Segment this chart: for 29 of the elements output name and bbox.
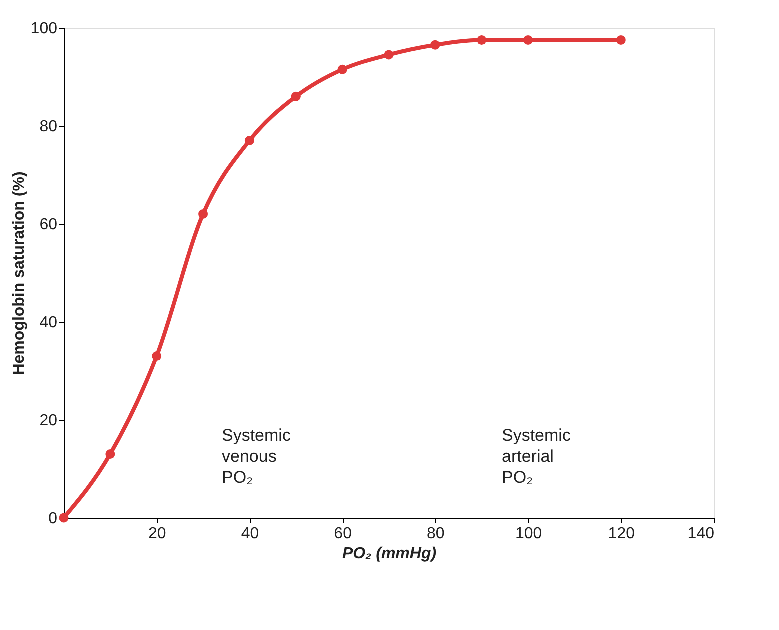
point	[477, 36, 487, 45]
y-tick-label: 60	[40, 216, 58, 234]
point	[524, 36, 534, 45]
x-tick-label: 40	[241, 526, 260, 542]
annotation: Systemic venous PO₂	[222, 426, 292, 487]
annotation: Systemic arterial PO₂	[502, 426, 572, 487]
y-tick-label: 0	[48, 510, 58, 528]
x-tick-label: 60	[334, 526, 352, 542]
y-tick-label: 20	[40, 412, 58, 430]
point	[152, 352, 162, 362]
point	[106, 450, 116, 460]
point	[430, 40, 440, 50]
point	[616, 36, 626, 45]
x-tick-label: 120	[608, 526, 636, 542]
y-axis-title: Hemoglobin saturation (%)	[10, 172, 28, 376]
x-axis-title: PO₂ (mmHg)	[342, 546, 437, 562]
point	[198, 209, 208, 219]
x-tick-label: 100	[515, 526, 542, 542]
y-tick-label: 100	[30, 20, 58, 38]
point	[59, 513, 69, 523]
y-tick-label: 80	[40, 118, 58, 136]
point	[338, 64, 348, 74]
x-tick-label: 80	[427, 526, 445, 542]
point	[384, 50, 394, 60]
point	[291, 92, 301, 102]
x-tick-label: 140	[688, 526, 715, 542]
y-tick-label: 40	[40, 314, 58, 332]
point	[244, 136, 254, 146]
x-tick-label: 20	[148, 526, 166, 542]
